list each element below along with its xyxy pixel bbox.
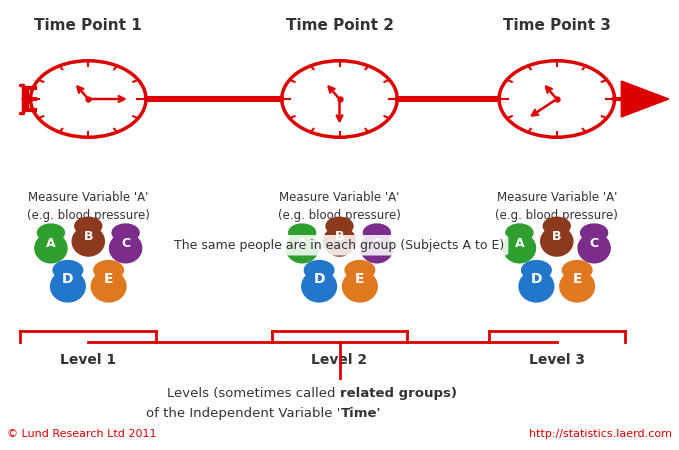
- Ellipse shape: [360, 233, 394, 264]
- Text: C: C: [589, 237, 599, 249]
- Circle shape: [304, 260, 335, 280]
- Text: Measure Variable 'A'
(e.g. blood pressure): Measure Variable 'A' (e.g. blood pressur…: [496, 191, 618, 222]
- Text: Level 1: Level 1: [60, 353, 116, 367]
- Text: related groups): related groups): [340, 387, 456, 400]
- Circle shape: [521, 260, 552, 280]
- Circle shape: [505, 223, 534, 242]
- Ellipse shape: [109, 233, 143, 264]
- Text: Measure Variable 'A'
(e.g. blood pressure): Measure Variable 'A' (e.g. blood pressur…: [278, 191, 401, 222]
- Text: Time Point 3: Time Point 3: [503, 18, 610, 33]
- Text: D: D: [531, 272, 542, 286]
- Text: C: C: [372, 237, 382, 249]
- Text: Time': Time': [341, 407, 382, 420]
- Ellipse shape: [342, 270, 378, 302]
- Polygon shape: [621, 81, 669, 117]
- Text: of the Independent Variable ': of the Independent Variable ': [147, 407, 341, 420]
- Ellipse shape: [540, 226, 574, 257]
- Text: http://statistics.laerd.com: http://statistics.laerd.com: [529, 429, 672, 439]
- Text: A: A: [46, 237, 56, 249]
- Text: D: D: [62, 272, 73, 286]
- Circle shape: [74, 216, 103, 235]
- Text: B: B: [552, 230, 562, 243]
- Text: Levels (sometimes called: Levels (sometimes called: [167, 387, 340, 400]
- Text: C: C: [121, 237, 130, 249]
- Ellipse shape: [559, 270, 595, 302]
- Text: The same people are in each group (Subjects A to E): The same people are in each group (Subje…: [175, 239, 504, 252]
- Text: B: B: [84, 230, 93, 243]
- Text: Time Point 1: Time Point 1: [35, 18, 142, 33]
- Circle shape: [325, 216, 354, 235]
- Ellipse shape: [518, 270, 555, 302]
- Text: Level 3: Level 3: [529, 353, 585, 367]
- Circle shape: [288, 223, 316, 242]
- Ellipse shape: [323, 226, 356, 257]
- Text: A: A: [297, 237, 307, 249]
- Text: A: A: [515, 237, 524, 249]
- Text: © Lund Research Ltd 2011: © Lund Research Ltd 2011: [7, 429, 156, 439]
- Ellipse shape: [301, 270, 337, 302]
- Text: E: E: [355, 272, 365, 286]
- Circle shape: [37, 223, 65, 242]
- Circle shape: [344, 260, 375, 280]
- Circle shape: [93, 260, 124, 280]
- Circle shape: [363, 223, 391, 242]
- Ellipse shape: [577, 233, 611, 264]
- Circle shape: [562, 260, 593, 280]
- Text: Level 2: Level 2: [312, 353, 367, 367]
- Circle shape: [52, 260, 84, 280]
- Ellipse shape: [90, 270, 127, 302]
- Text: Measure Variable 'A'
(e.g. blood pressure): Measure Variable 'A' (e.g. blood pressur…: [27, 191, 149, 222]
- Ellipse shape: [34, 233, 68, 264]
- Circle shape: [543, 216, 571, 235]
- Text: E: E: [572, 272, 582, 286]
- Ellipse shape: [50, 270, 86, 302]
- Circle shape: [580, 223, 608, 242]
- Ellipse shape: [71, 226, 105, 257]
- Text: E: E: [104, 272, 113, 286]
- Circle shape: [111, 223, 140, 242]
- Text: D: D: [314, 272, 325, 286]
- Text: B: B: [335, 230, 344, 243]
- Ellipse shape: [285, 233, 319, 264]
- Text: Time Point 2: Time Point 2: [285, 18, 394, 33]
- Ellipse shape: [502, 233, 536, 264]
